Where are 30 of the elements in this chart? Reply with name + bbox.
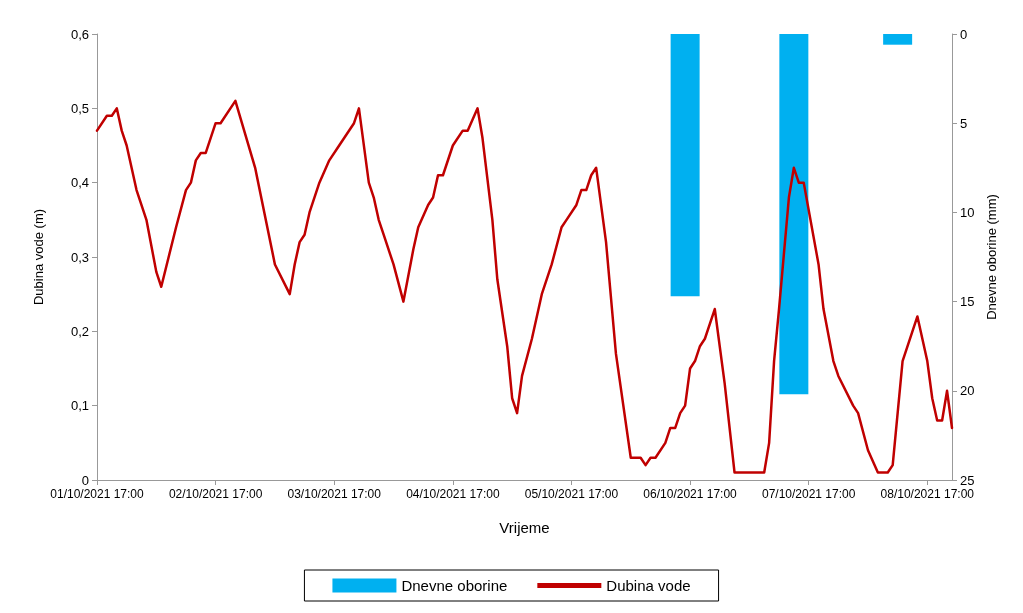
y-tick-label: 0,6 [70,26,89,42]
y2-axis-title: Dnevne oborine (mm) [984,194,1000,320]
x-tick-label: 08/10/2021 17:00 [880,487,975,501]
x-tick-label: 05/10/2021 17:00 [524,487,619,501]
y-tick-label: 0,3 [70,249,89,265]
y-tick-label: 0,2 [70,323,89,339]
legend-label: Dubina vode [606,577,691,594]
x-tick-label: 07/10/2021 17:00 [761,487,856,501]
bar [883,34,913,45]
y2-tick-label: 5 [960,115,968,131]
y-tick-label: 0 [81,472,89,488]
legend-label: Dnevne oborine [401,577,508,594]
x-tick-label: 02/10/2021 17:00 [168,487,263,501]
y-axis-title: Dubina vode (m) [31,208,46,306]
y2-tick-label: 20 [960,383,975,399]
x-tick-label: 04/10/2021 17:00 [406,487,500,501]
x-tick-label: 06/10/2021 17:00 [643,487,738,501]
y-tick-label: 0,1 [70,398,89,414]
bar [779,34,809,395]
y2-tick-label: 15 [960,294,975,310]
x-tick-label: 01/10/2021 17:00 [50,487,145,501]
y2-tick-label: 0 [960,26,968,42]
y-tick-label: 0,5 [70,100,89,116]
bar [670,34,700,297]
line-series [95,99,954,474]
y2-tick-label: 10 [960,204,975,220]
x-tick-label: 03/10/2021 17:00 [287,487,382,501]
y-tick-label: 0,4 [70,175,89,191]
y2-tick-label: 25 [960,472,975,488]
x-axis-title: Vrijeme [499,519,550,536]
